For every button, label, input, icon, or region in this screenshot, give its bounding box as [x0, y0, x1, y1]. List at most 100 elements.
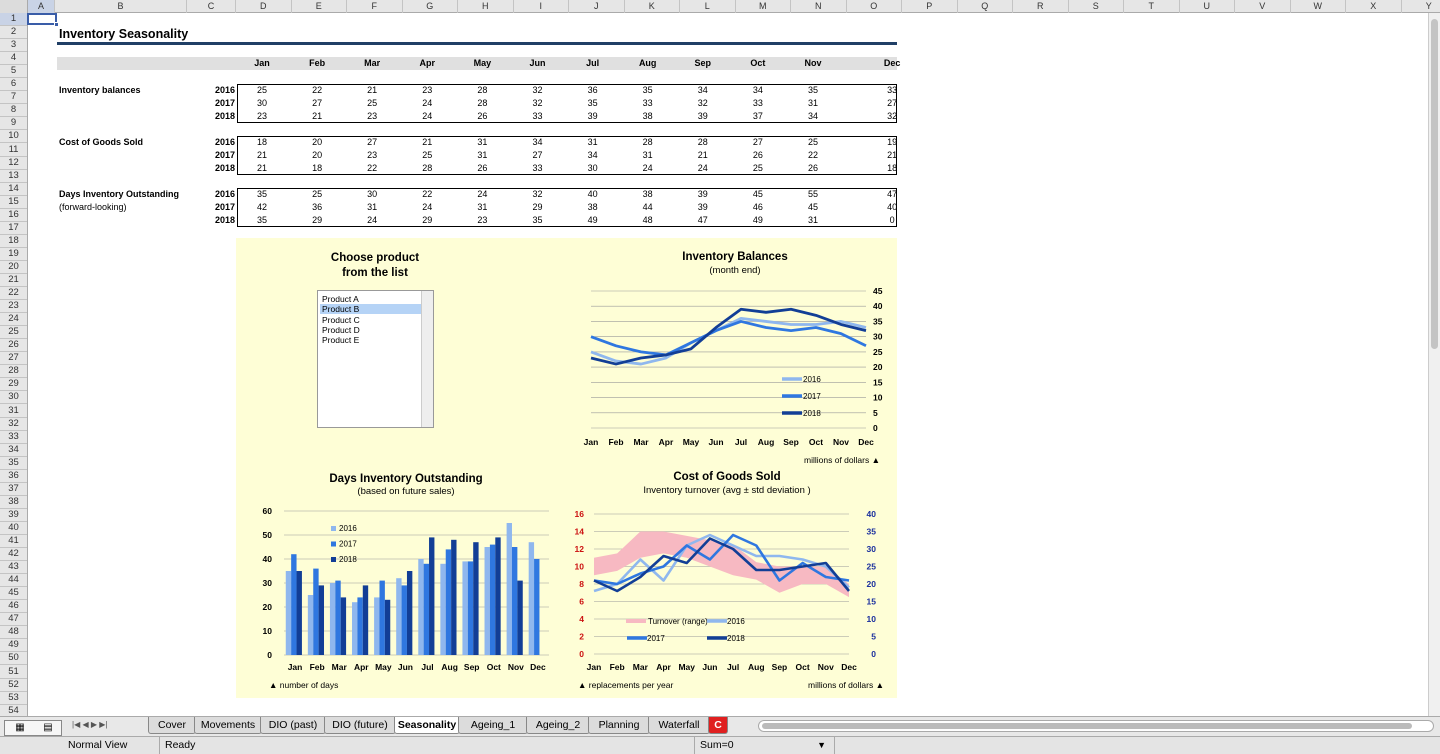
table-cell[interactable]: 18 — [312, 163, 323, 173]
table-cell[interactable]: 31 — [807, 215, 818, 225]
table-cell[interactable]: 38 — [642, 189, 653, 199]
row-header-48[interactable]: 48 — [0, 626, 27, 640]
table-cell[interactable]: 30 — [587, 163, 598, 173]
column-header-D[interactable]: D — [236, 0, 292, 13]
table-cell[interactable]: 32 — [532, 189, 543, 199]
table-cell[interactable]: 35 — [587, 98, 598, 108]
table-cell[interactable]: 46 — [752, 202, 763, 212]
table-cell[interactable]: 21 — [312, 111, 323, 121]
row-header-39[interactable]: 39 — [0, 509, 27, 522]
row-header-51[interactable]: 51 — [0, 666, 27, 679]
row-header-13[interactable]: 13 — [0, 170, 27, 183]
table-cell[interactable]: 23 — [422, 85, 433, 95]
column-header-C[interactable]: C — [187, 0, 236, 13]
table-cell[interactable]: 39 — [587, 111, 598, 121]
table-cell[interactable]: 38 — [587, 202, 598, 212]
table-cell[interactable]: 28 — [642, 137, 653, 147]
table-cell[interactable]: 44 — [642, 202, 653, 212]
row-header-15[interactable]: 15 — [0, 196, 27, 209]
table-cell[interactable]: 31 — [367, 202, 378, 212]
table-cell[interactable]: 33 — [752, 98, 763, 108]
row-header-47[interactable]: 47 — [0, 613, 27, 627]
table-cell[interactable]: 48 — [642, 215, 653, 225]
page-layout-icon[interactable]: ▤ — [43, 722, 53, 733]
column-header-W[interactable]: W — [1291, 0, 1346, 13]
table-cell[interactable]: 45 — [752, 189, 763, 199]
table-cell[interactable]: 23 — [256, 111, 267, 121]
column-header-A[interactable]: A — [28, 0, 55, 13]
row-header-24[interactable]: 24 — [0, 313, 27, 327]
row-header-14[interactable]: 14 — [0, 183, 27, 196]
row-header-6[interactable]: 6 — [0, 78, 27, 92]
row-header-43[interactable]: 43 — [0, 561, 27, 575]
table-cell[interactable]: 40 — [887, 202, 898, 212]
table-cell[interactable]: 35 — [642, 85, 653, 95]
row-header-54[interactable]: 54 — [0, 705, 27, 716]
row-header-2[interactable]: 2 — [0, 26, 27, 40]
row-header-3[interactable]: 3 — [0, 39, 27, 53]
row-header-29[interactable]: 29 — [0, 378, 27, 392]
table-cell[interactable]: 34 — [587, 150, 598, 160]
column-header-I[interactable]: I — [514, 0, 569, 13]
sum-dropdown-icon[interactable]: ▼ — [817, 740, 826, 750]
table-cell[interactable]: 33 — [532, 163, 543, 173]
normal-view-icon[interactable]: ▦ — [15, 722, 25, 733]
row-header-1[interactable]: 1 — [0, 13, 27, 27]
table-cell[interactable]: 33 — [532, 111, 543, 121]
table-cell[interactable]: 28 — [477, 85, 488, 95]
row-header-8[interactable]: 8 — [0, 104, 27, 118]
table-cell[interactable]: 24 — [477, 189, 488, 199]
column-header-Q[interactable]: Q — [958, 0, 1013, 13]
column-header-K[interactable]: K — [625, 0, 680, 13]
column-header-V[interactable]: V — [1235, 0, 1291, 13]
vertical-scrollbar[interactable] — [1428, 13, 1440, 716]
table-cell[interactable]: 21 — [256, 163, 267, 173]
table-cell[interactable]: 21 — [367, 85, 378, 95]
table-cell[interactable]: 25 — [807, 137, 818, 147]
listbox-item[interactable]: Product A — [322, 294, 359, 304]
sheet-tab[interactable]: DIO (past) — [260, 717, 326, 734]
table-cell[interactable]: 29 — [312, 215, 323, 225]
table-cell[interactable]: 27 — [367, 137, 378, 147]
row-header-46[interactable]: 46 — [0, 600, 27, 614]
column-header-E[interactable]: E — [292, 0, 347, 13]
row-header-10[interactable]: 10 — [0, 130, 27, 144]
row-header-7[interactable]: 7 — [0, 91, 27, 105]
table-cell[interactable]: 39 — [697, 202, 708, 212]
table-cell[interactable]: 26 — [477, 163, 488, 173]
row-header-50[interactable]: 50 — [0, 652, 27, 666]
row-header-44[interactable]: 44 — [0, 574, 27, 588]
listbox-item[interactable]: Product E — [322, 335, 360, 346]
table-cell[interactable]: 47 — [887, 189, 898, 199]
row-header-5[interactable]: 5 — [0, 65, 27, 79]
row-header-20[interactable]: 20 — [0, 261, 27, 274]
column-header-T[interactable]: T — [1124, 0, 1180, 13]
table-cell[interactable]: 35 — [256, 215, 267, 225]
table-cell[interactable]: 42 — [256, 202, 267, 212]
table-cell[interactable]: 28 — [697, 137, 708, 147]
table-cell[interactable]: 31 — [587, 137, 598, 147]
table-cell[interactable]: 28 — [422, 163, 433, 173]
row-header-41[interactable]: 41 — [0, 535, 27, 549]
table-cell[interactable]: 21 — [422, 137, 433, 147]
table-cell[interactable]: 39 — [697, 189, 708, 199]
table-cell[interactable]: 25 — [312, 189, 323, 199]
table-cell[interactable]: 31 — [477, 150, 488, 160]
row-header-49[interactable]: 49 — [0, 639, 27, 653]
column-header-J[interactable]: J — [569, 0, 625, 13]
row-header-17[interactable]: 17 — [0, 222, 27, 235]
row-header-34[interactable]: 34 — [0, 444, 27, 457]
row-header-4[interactable]: 4 — [0, 52, 27, 66]
table-cell[interactable]: 27 — [752, 137, 763, 147]
table-cell[interactable]: 19 — [887, 137, 898, 147]
product-listbox[interactable]: Product A Product B Product C Product D Prod… — [317, 290, 434, 428]
table-cell[interactable]: 28 — [477, 98, 488, 108]
row-header-25[interactable]: 25 — [0, 326, 27, 340]
column-header-L[interactable]: L — [680, 0, 736, 13]
table-cell[interactable]: 31 — [807, 98, 818, 108]
table-cell[interactable]: 24 — [422, 98, 433, 108]
listbox-item[interactable]: Product B — [320, 304, 421, 315]
row-header-12[interactable]: 12 — [0, 157, 27, 170]
sheet-tab[interactable]: Planning — [588, 717, 650, 734]
table-cell[interactable]: 27 — [887, 98, 898, 108]
